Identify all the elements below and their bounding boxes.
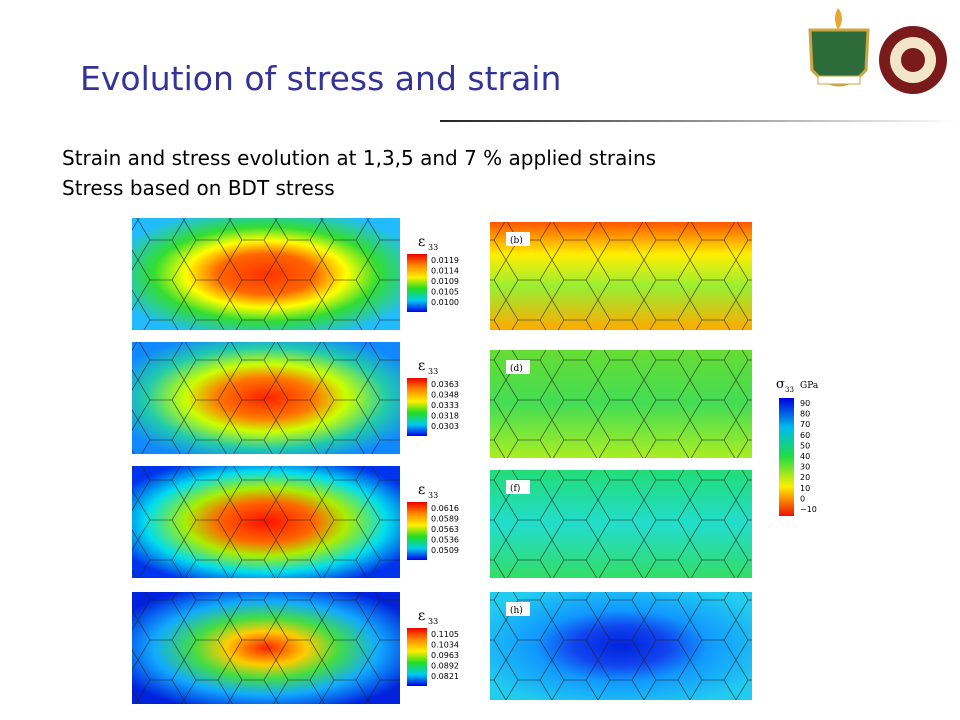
grain-mesh xyxy=(132,218,400,330)
grain-mesh xyxy=(490,350,752,458)
legend-tick: 0.0963 xyxy=(431,651,459,660)
grain-mesh xyxy=(490,222,752,330)
crest-logo xyxy=(808,8,870,87)
title-rule xyxy=(440,120,960,122)
legend-tick: 90 xyxy=(800,399,810,408)
legend-tick: 0.0821 xyxy=(431,672,459,681)
panel-label-box xyxy=(506,232,530,246)
legend-tick: 0.0318 xyxy=(431,412,459,421)
body-line: Strain and stress evolution at 1,3,5 and… xyxy=(62,146,656,170)
legend-symbol: ε xyxy=(418,358,425,374)
legend-tick: 0 xyxy=(800,494,805,503)
panel-label-box xyxy=(506,602,530,616)
legend-unit: GPa xyxy=(800,381,819,391)
panel-label-box xyxy=(506,360,530,374)
legend-tick: 0.0333 xyxy=(431,401,459,410)
panel-label: (d) xyxy=(510,363,523,374)
legend-bar xyxy=(407,254,427,312)
legend-tick: 0.0563 xyxy=(431,525,459,534)
legend-tick: 0.0589 xyxy=(431,515,459,524)
grain-mesh xyxy=(132,466,400,578)
legend-tick: 20 xyxy=(800,473,810,482)
legend-tick: 30 xyxy=(800,463,810,472)
legend-tick: 80 xyxy=(800,410,810,419)
legend-tick: 0.1105 xyxy=(431,630,459,639)
legend-tick: 70 xyxy=(800,420,810,429)
legend-tick: 0.0616 xyxy=(431,504,459,513)
legend-tick: 50 xyxy=(800,441,810,450)
legend-symbol: ε xyxy=(418,482,425,498)
legend-tick: 0.0509 xyxy=(431,546,459,555)
grain-mesh xyxy=(490,470,752,578)
grain-mesh xyxy=(490,592,752,700)
seal-logo xyxy=(879,26,947,94)
grain-mesh xyxy=(132,592,400,704)
legend-tick: 60 xyxy=(800,431,810,440)
legend-tick: 0.0303 xyxy=(431,422,459,431)
grain-mesh xyxy=(132,342,400,454)
legend-subscript: 33 xyxy=(428,491,438,500)
legend-subscript: 33 xyxy=(428,243,438,252)
legend-tick: 0.0363 xyxy=(431,380,459,389)
legend-subscript: 33 xyxy=(428,367,438,376)
panel-label: (f) xyxy=(510,483,520,494)
title: Evolution of stress and strain xyxy=(80,59,561,98)
legend-symbol: ε xyxy=(418,608,425,624)
panel-label-box xyxy=(506,480,530,494)
legend-tick: 40 xyxy=(800,452,810,461)
legend-tick: −10 xyxy=(800,505,817,514)
legend-symbol: σ xyxy=(776,377,785,392)
legend-tick: 0.0119 xyxy=(431,256,459,265)
legend-bar xyxy=(407,502,427,560)
legend-tick: 0.0348 xyxy=(431,391,459,400)
legend-tick: 0.0109 xyxy=(431,277,459,286)
legend-symbol: ε xyxy=(418,234,425,250)
legend-tick: 0.1034 xyxy=(431,641,459,650)
panel-label: (b) xyxy=(510,235,523,246)
legend-bar xyxy=(407,378,427,436)
panel-label: (h) xyxy=(510,605,523,616)
legend-tick: 0.0105 xyxy=(431,288,459,297)
legend-tick: 0.0100 xyxy=(431,298,459,307)
body-line: Stress based on BDT stress xyxy=(62,176,335,200)
legend-tick: 0.0114 xyxy=(431,267,459,276)
legend-tick: 0.0536 xyxy=(431,536,459,545)
legend-bar xyxy=(779,398,794,516)
legend-bar xyxy=(407,628,427,686)
legend-tick: 0.0892 xyxy=(431,662,459,671)
legend-tick: 10 xyxy=(800,484,810,493)
legend-subscript: 33 xyxy=(428,617,438,626)
legend-subscript: 33 xyxy=(785,386,794,394)
